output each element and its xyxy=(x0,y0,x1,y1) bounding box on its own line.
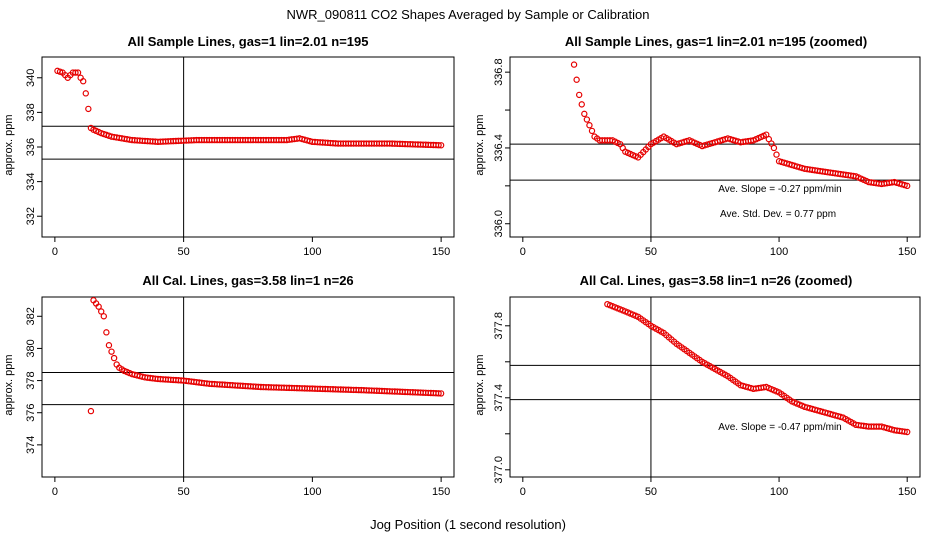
data-point xyxy=(82,90,89,97)
y-tick-label: 334 xyxy=(25,172,37,190)
y-axis-label: approx. ppm xyxy=(474,354,486,415)
data-point xyxy=(578,101,585,108)
x-tick-label: 0 xyxy=(52,486,58,498)
data-point xyxy=(110,354,118,362)
data-point xyxy=(87,407,95,415)
data-point xyxy=(588,127,596,135)
y-axis-label: approx. ppm xyxy=(3,114,15,175)
x-tick-label: 50 xyxy=(645,486,657,498)
data-point xyxy=(108,348,115,355)
data-point xyxy=(437,142,445,149)
data-point xyxy=(100,313,108,320)
data-point xyxy=(72,69,79,76)
data-point xyxy=(74,69,82,76)
y-tick-label: 374 xyxy=(25,436,37,454)
y-tick-label: 378 xyxy=(25,371,37,389)
x-axis-label: Jog Position (1 second resolution) xyxy=(370,517,566,532)
y-tick-label: 376 xyxy=(25,404,37,422)
data-points xyxy=(87,297,445,415)
y-tick-label: 340 xyxy=(25,69,37,87)
x-tick-label: 100 xyxy=(303,246,321,258)
data-point xyxy=(103,329,110,336)
y-tick-label: 338 xyxy=(25,103,37,121)
y-tick-label: 336.0 xyxy=(493,210,505,238)
x-tick-label: 0 xyxy=(520,486,526,498)
panel-title: All Cal. Lines, gas=3.58 lin=1 n=26 (zoo… xyxy=(580,273,853,288)
y-axis-label: approx. ppm xyxy=(474,114,486,175)
x-tick-label: 150 xyxy=(898,486,916,498)
y-tick-label: 336.4 xyxy=(493,134,505,162)
x-tick-label: 150 xyxy=(432,246,450,258)
x-tick-label: 50 xyxy=(178,486,190,498)
x-tick-label: 0 xyxy=(520,246,526,258)
data-points xyxy=(604,301,911,436)
data-point xyxy=(901,428,908,435)
annotation-text: Ave. Slope = -0.27 ppm/min xyxy=(718,184,842,195)
main-title: NWR_090811 CO2 Shapes Averaged by Sample… xyxy=(286,7,649,22)
panel-cal-lines-zoomed: All Cal. Lines, gas=3.58 lin=1 n=26 (zoo… xyxy=(474,273,921,498)
data-point xyxy=(773,151,780,158)
plot-frame xyxy=(509,296,921,478)
data-point xyxy=(569,51,574,56)
x-tick-label: 50 xyxy=(645,246,657,258)
data-point xyxy=(105,342,113,349)
y-axis-label: approx. ppm xyxy=(3,354,15,415)
y-tick-label: 380 xyxy=(25,339,37,357)
data-point xyxy=(85,105,92,113)
data-point xyxy=(435,141,442,149)
y-tick-label: 332 xyxy=(25,207,37,225)
plot-frame xyxy=(41,296,455,478)
plot-frame xyxy=(41,56,455,238)
data-point xyxy=(770,144,778,152)
annotation-text: Ave. Slope = -0.47 ppm/min xyxy=(718,422,842,433)
data-point xyxy=(903,182,911,190)
data-point xyxy=(435,390,442,397)
panel-cal-lines: All Cal. Lines, gas=3.58 lin=1 n=26 appr… xyxy=(3,273,455,498)
x-tick-label: 100 xyxy=(303,486,321,498)
data-point xyxy=(79,78,87,85)
panel-title: All Cal. Lines, gas=3.58 lin=1 n=26 xyxy=(142,273,353,288)
y-tick-label: 377.8 xyxy=(493,312,505,340)
data-point xyxy=(573,76,580,83)
data-points xyxy=(569,51,911,190)
panel-sample-lines: All Sample Lines, gas=1 lin=2.01 n=195 a… xyxy=(3,34,455,258)
y-tick-label: 336 xyxy=(25,138,37,156)
x-tick-label: 100 xyxy=(770,486,788,498)
data-point xyxy=(95,303,102,310)
x-tick-label: 50 xyxy=(178,246,190,258)
data-points xyxy=(54,67,445,149)
x-tick-label: 0 xyxy=(52,246,58,258)
x-tick-label: 150 xyxy=(898,246,916,258)
y-tick-label: 377.4 xyxy=(493,384,505,412)
y-tick-label: 382 xyxy=(25,307,37,325)
panel-title: All Sample Lines, gas=1 lin=2.01 n=195 xyxy=(128,34,369,49)
panel-sample-lines-zoomed: All Sample Lines, gas=1 lin=2.01 n=195 (… xyxy=(474,34,921,258)
panel-title: All Sample Lines, gas=1 lin=2.01 n=195 (… xyxy=(565,34,867,49)
annotation-text: Ave. Std. Dev. = 0.77 ppm xyxy=(720,209,836,220)
data-point xyxy=(570,61,578,68)
data-point xyxy=(98,308,105,315)
data-point xyxy=(581,110,588,118)
data-point xyxy=(583,116,591,123)
y-tick-label: 377.0 xyxy=(493,456,505,484)
y-tick-label: 336.8 xyxy=(493,58,505,86)
x-tick-label: 150 xyxy=(432,486,450,498)
data-point xyxy=(586,122,593,129)
data-point xyxy=(575,91,583,99)
x-tick-label: 100 xyxy=(770,246,788,258)
plot-frame xyxy=(509,56,921,238)
data-point xyxy=(437,390,445,397)
data-point xyxy=(903,428,911,436)
